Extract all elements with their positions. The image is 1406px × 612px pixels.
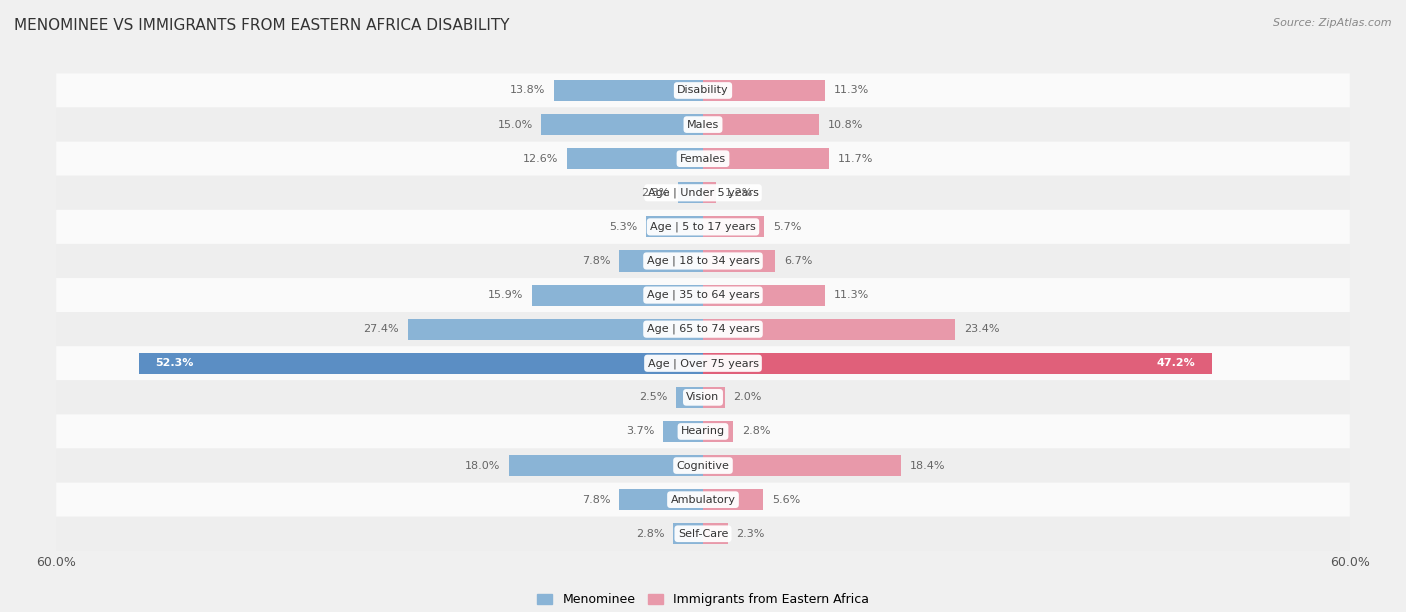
Text: 3.7%: 3.7% bbox=[626, 427, 654, 436]
Bar bbox=[619, 489, 703, 510]
Text: Self-Care: Self-Care bbox=[678, 529, 728, 539]
Text: 47.2%: 47.2% bbox=[1157, 358, 1195, 368]
Bar bbox=[676, 387, 703, 408]
FancyBboxPatch shape bbox=[56, 176, 1350, 210]
Bar bbox=[139, 353, 703, 374]
Text: Males: Males bbox=[688, 119, 718, 130]
Bar bbox=[664, 421, 703, 442]
Text: 18.4%: 18.4% bbox=[910, 461, 945, 471]
Bar bbox=[703, 148, 830, 170]
Text: 23.4%: 23.4% bbox=[965, 324, 1000, 334]
Text: 10.8%: 10.8% bbox=[828, 119, 863, 130]
Text: 2.3%: 2.3% bbox=[641, 188, 669, 198]
FancyBboxPatch shape bbox=[56, 108, 1350, 141]
Bar bbox=[554, 80, 703, 101]
FancyBboxPatch shape bbox=[56, 141, 1350, 176]
FancyBboxPatch shape bbox=[56, 483, 1350, 517]
Text: 1.2%: 1.2% bbox=[724, 188, 754, 198]
FancyBboxPatch shape bbox=[56, 346, 1350, 380]
Bar bbox=[703, 489, 763, 510]
Text: 13.8%: 13.8% bbox=[510, 86, 546, 95]
FancyBboxPatch shape bbox=[56, 73, 1350, 108]
FancyBboxPatch shape bbox=[56, 244, 1350, 278]
Bar bbox=[541, 114, 703, 135]
Text: Disability: Disability bbox=[678, 86, 728, 95]
Text: Age | 65 to 74 years: Age | 65 to 74 years bbox=[647, 324, 759, 334]
Bar bbox=[703, 353, 1212, 374]
Bar bbox=[567, 148, 703, 170]
Text: MENOMINEE VS IMMIGRANTS FROM EASTERN AFRICA DISABILITY: MENOMINEE VS IMMIGRANTS FROM EASTERN AFR… bbox=[14, 18, 509, 34]
Text: Age | 5 to 17 years: Age | 5 to 17 years bbox=[650, 222, 756, 232]
Bar bbox=[678, 182, 703, 203]
Text: 2.3%: 2.3% bbox=[737, 529, 765, 539]
Bar bbox=[531, 285, 703, 305]
Bar bbox=[703, 285, 825, 305]
FancyBboxPatch shape bbox=[56, 414, 1350, 449]
Bar bbox=[703, 387, 724, 408]
FancyBboxPatch shape bbox=[56, 312, 1350, 346]
Text: Females: Females bbox=[681, 154, 725, 163]
Text: 15.0%: 15.0% bbox=[498, 119, 533, 130]
Bar bbox=[703, 455, 901, 476]
Bar bbox=[703, 182, 716, 203]
Text: 5.3%: 5.3% bbox=[609, 222, 637, 232]
Text: 5.6%: 5.6% bbox=[772, 494, 800, 505]
Text: 2.8%: 2.8% bbox=[636, 529, 664, 539]
Legend: Menominee, Immigrants from Eastern Africa: Menominee, Immigrants from Eastern Afric… bbox=[533, 588, 873, 611]
FancyBboxPatch shape bbox=[56, 210, 1350, 244]
FancyBboxPatch shape bbox=[56, 380, 1350, 414]
Bar bbox=[703, 216, 765, 237]
Bar bbox=[703, 250, 775, 272]
Bar bbox=[619, 250, 703, 272]
Text: 5.7%: 5.7% bbox=[773, 222, 801, 232]
Text: 11.3%: 11.3% bbox=[834, 290, 869, 300]
Text: Age | Under 5 years: Age | Under 5 years bbox=[648, 187, 758, 198]
Text: 2.5%: 2.5% bbox=[640, 392, 668, 402]
Bar bbox=[703, 421, 733, 442]
Text: 11.3%: 11.3% bbox=[834, 86, 869, 95]
Bar bbox=[673, 523, 703, 544]
Bar bbox=[703, 523, 728, 544]
Text: 27.4%: 27.4% bbox=[363, 324, 399, 334]
Text: 15.9%: 15.9% bbox=[488, 290, 523, 300]
Bar bbox=[703, 319, 955, 340]
Text: 7.8%: 7.8% bbox=[582, 494, 610, 505]
Text: Hearing: Hearing bbox=[681, 427, 725, 436]
FancyBboxPatch shape bbox=[56, 517, 1350, 551]
Text: 2.8%: 2.8% bbox=[742, 427, 770, 436]
Text: Age | 18 to 34 years: Age | 18 to 34 years bbox=[647, 256, 759, 266]
Text: Vision: Vision bbox=[686, 392, 720, 402]
Text: 7.8%: 7.8% bbox=[582, 256, 610, 266]
Text: Age | Over 75 years: Age | Over 75 years bbox=[648, 358, 758, 368]
Bar bbox=[703, 114, 820, 135]
Bar bbox=[509, 455, 703, 476]
Bar bbox=[408, 319, 703, 340]
Text: 11.7%: 11.7% bbox=[838, 154, 873, 163]
Bar bbox=[703, 80, 825, 101]
Text: 12.6%: 12.6% bbox=[523, 154, 558, 163]
Bar bbox=[645, 216, 703, 237]
Text: Source: ZipAtlas.com: Source: ZipAtlas.com bbox=[1274, 18, 1392, 28]
Text: Age | 35 to 64 years: Age | 35 to 64 years bbox=[647, 290, 759, 300]
FancyBboxPatch shape bbox=[56, 449, 1350, 483]
FancyBboxPatch shape bbox=[56, 278, 1350, 312]
Text: 6.7%: 6.7% bbox=[785, 256, 813, 266]
Text: Cognitive: Cognitive bbox=[676, 461, 730, 471]
Text: 18.0%: 18.0% bbox=[465, 461, 501, 471]
Text: 52.3%: 52.3% bbox=[156, 358, 194, 368]
Text: Ambulatory: Ambulatory bbox=[671, 494, 735, 505]
Text: 2.0%: 2.0% bbox=[733, 392, 762, 402]
